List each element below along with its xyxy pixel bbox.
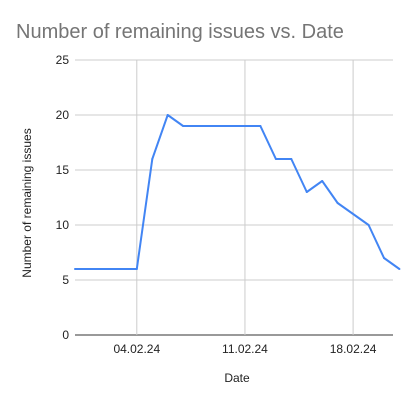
- data-point: [305, 191, 308, 193]
- data-point: [398, 268, 401, 270]
- y-tick-label: 10: [56, 218, 70, 232]
- series-line: [75, 114, 400, 270]
- y-tick-label: 15: [56, 163, 70, 177]
- y-tick-label: 25: [56, 53, 70, 67]
- data-point: [182, 125, 185, 127]
- data-point: [383, 257, 385, 259]
- chart-title: Number of remaining issues vs. Date: [16, 21, 344, 43]
- y-tick-labels: 0 5 10 15 20 25: [56, 53, 70, 342]
- x-tick-label: 04.02.24: [113, 342, 160, 356]
- y-axis-label: Number of remaining issues: [20, 128, 34, 277]
- data-point: [166, 114, 169, 116]
- grid-layer: [75, 59, 393, 336]
- data-point: [336, 202, 339, 204]
- y-tick-label: 20: [56, 108, 70, 122]
- data-point: [274, 158, 277, 160]
- data-point: [290, 158, 293, 160]
- x-tick-label: 18.02.24: [330, 342, 377, 356]
- series-layer: [74, 114, 401, 270]
- x-axis-label: Date: [224, 371, 250, 385]
- data-point: [321, 180, 324, 182]
- y-tick-label: 5: [62, 273, 69, 287]
- data-point: [151, 158, 154, 160]
- data-point: [367, 224, 370, 226]
- data-point: [259, 125, 262, 127]
- data-point: [135, 268, 138, 270]
- x-tick-label: 11.02.24: [222, 342, 268, 356]
- data-point: [74, 268, 76, 270]
- y-tick-label: 0: [62, 328, 69, 342]
- x-tick-labels: 04.02.24 11.02.24 18.02.24: [113, 342, 376, 356]
